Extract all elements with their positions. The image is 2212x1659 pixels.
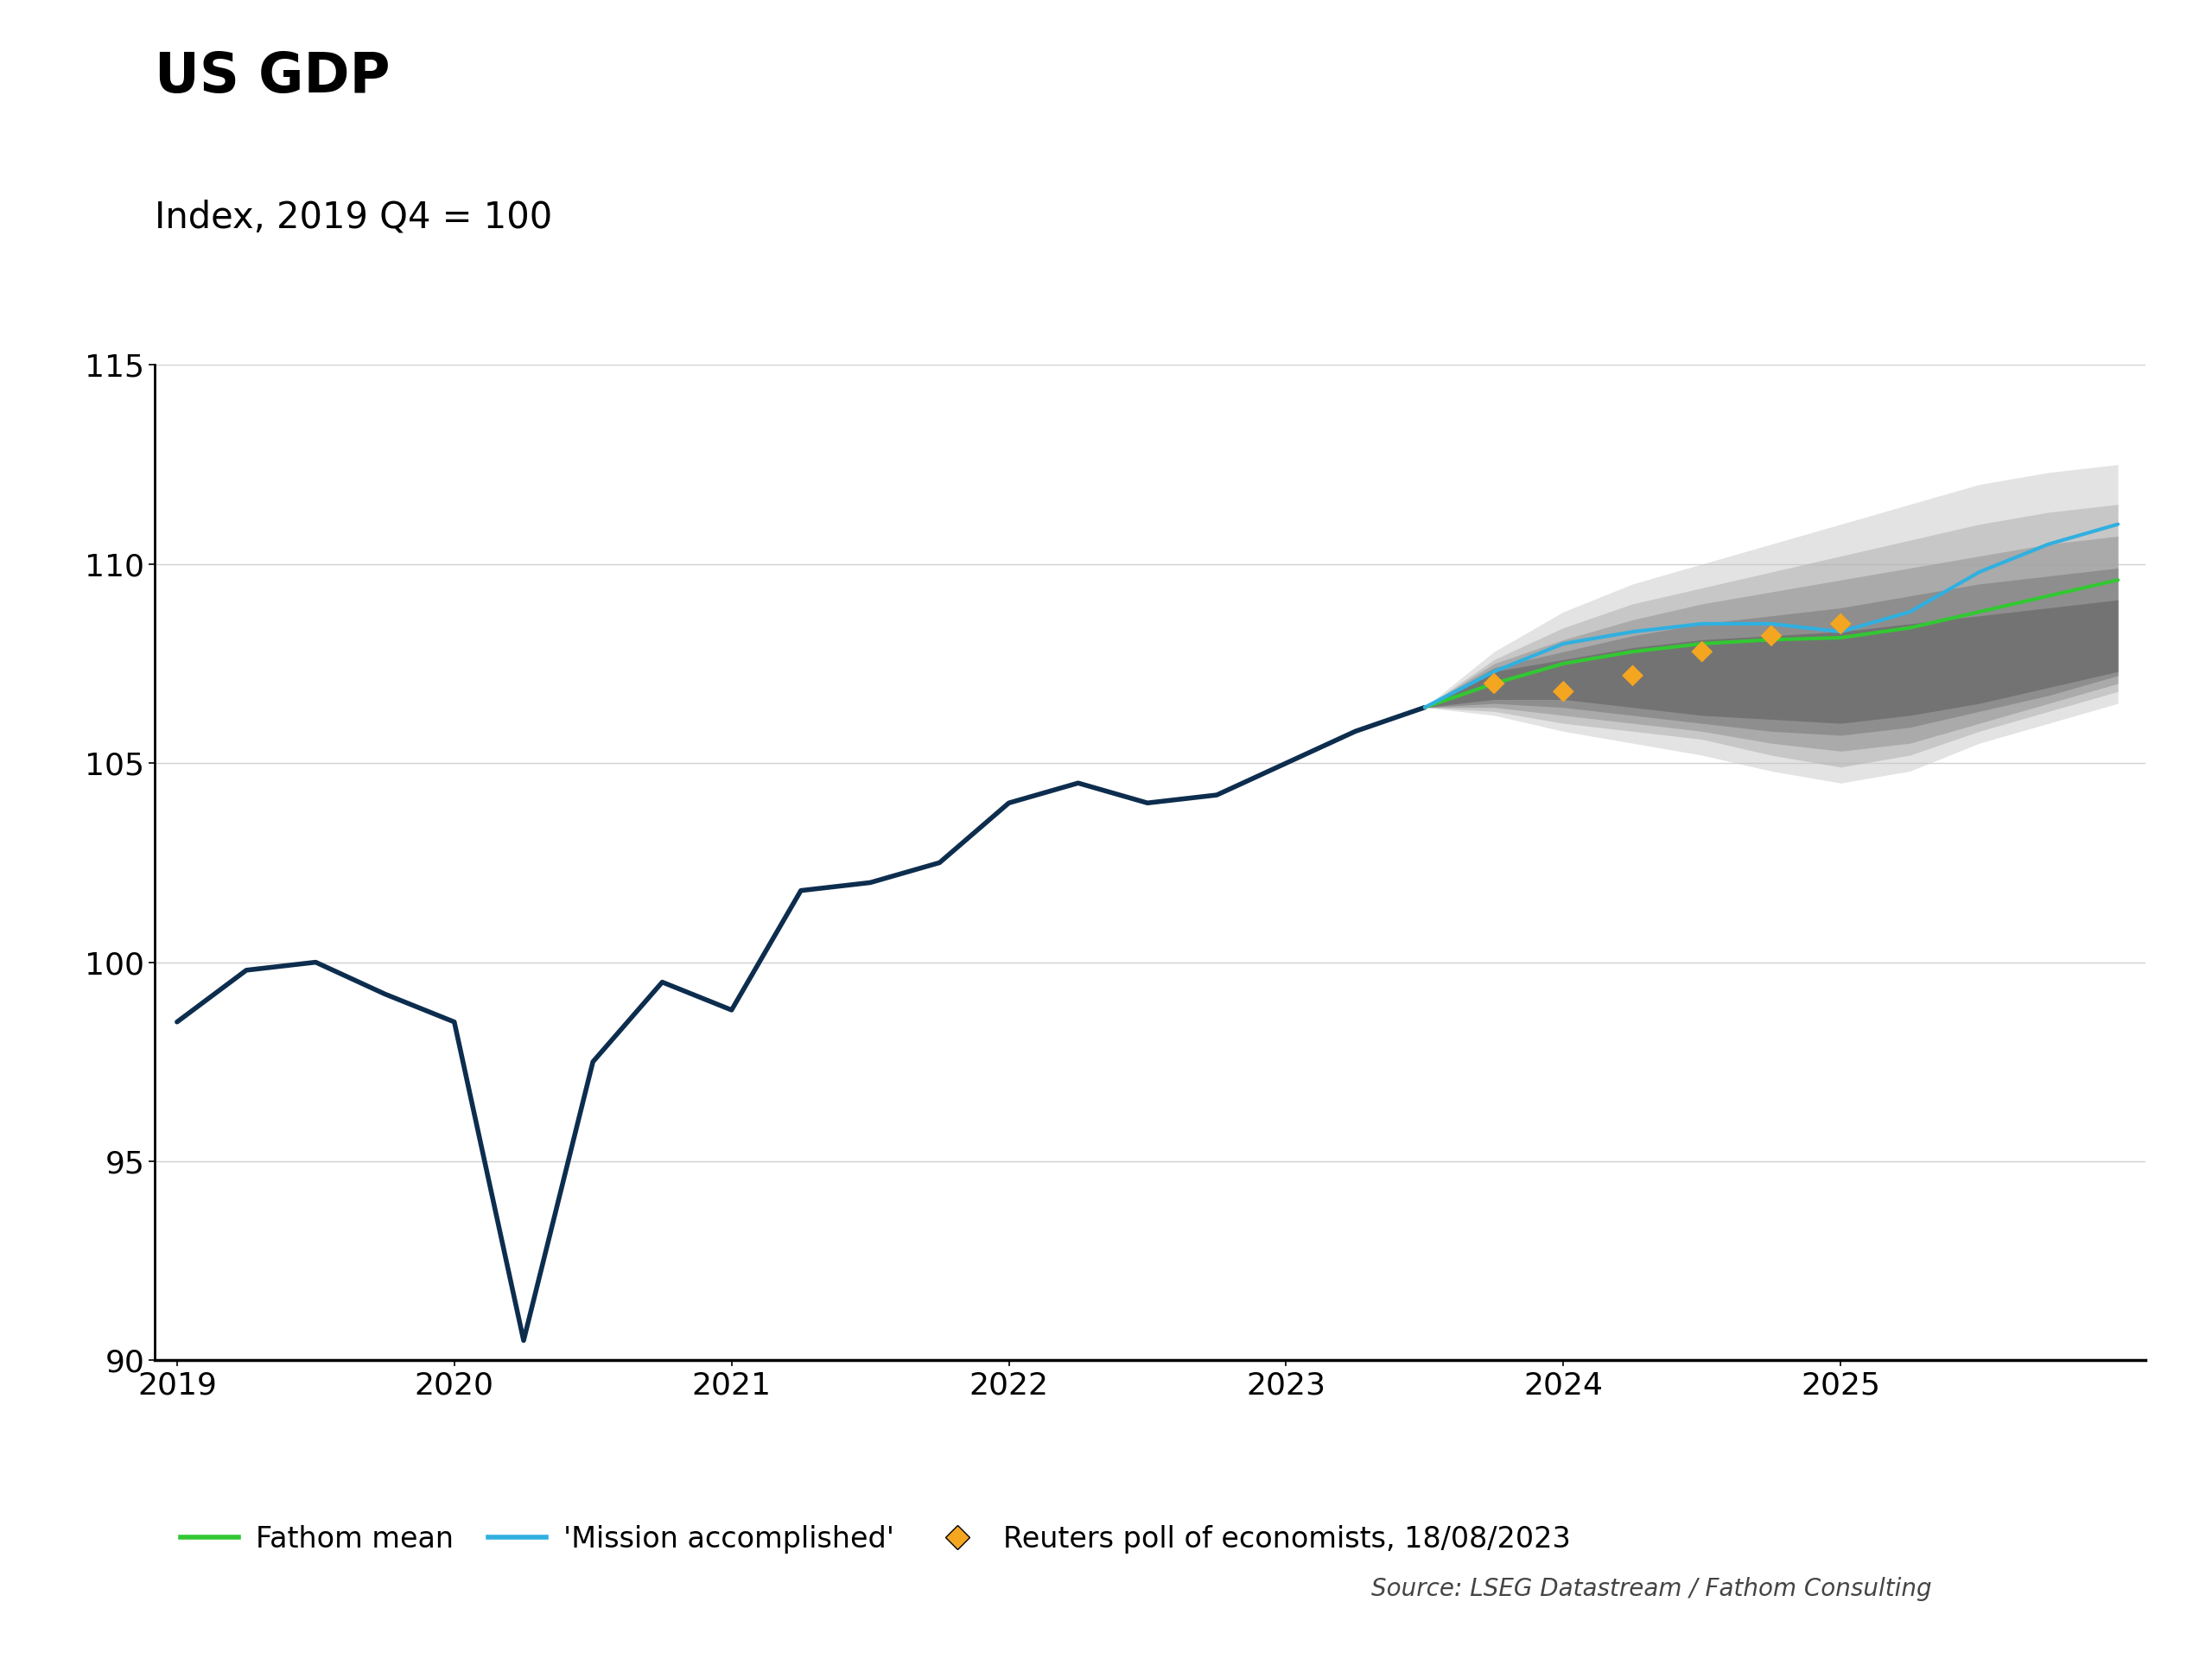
Point [1683,639,1719,665]
Point [1615,662,1650,688]
Legend: Fathom mean, 'Mission accomplished', Reuters poll of economists, 18/08/2023: Fathom mean, 'Mission accomplished', Reu… [170,1513,1582,1564]
Point [1823,611,1858,637]
Point [1475,670,1511,697]
Point [1754,622,1790,649]
Text: US GDP: US GDP [155,50,389,103]
Text: Source: LSEG Datastream / Fathom Consulting: Source: LSEG Datastream / Fathom Consult… [1371,1576,1931,1601]
Point [1546,679,1582,705]
Text: Index, 2019 Q4 = 100: Index, 2019 Q4 = 100 [155,199,553,236]
